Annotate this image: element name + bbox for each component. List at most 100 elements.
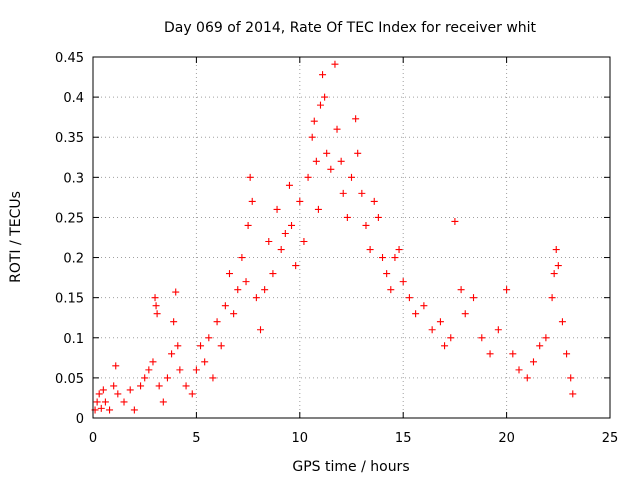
- data-point: [95, 390, 103, 398]
- data-point: [567, 374, 575, 382]
- data-point: [248, 197, 256, 205]
- data-point: [244, 221, 252, 229]
- y-tick-label: 0.35: [55, 131, 84, 146]
- data-point: [130, 406, 138, 414]
- data-point: [333, 125, 341, 133]
- plot-frame: [92, 56, 611, 419]
- data-point: [273, 205, 281, 213]
- y-tick-label: 0.3: [63, 171, 84, 186]
- data-point: [292, 262, 300, 270]
- data-point: [225, 270, 233, 278]
- data-point: [213, 318, 221, 326]
- data-point: [478, 334, 486, 342]
- data-point: [126, 386, 134, 394]
- data-point: [362, 221, 370, 229]
- data-point: [569, 390, 577, 398]
- data-point: [114, 390, 122, 398]
- data-point: [509, 350, 517, 358]
- data-point: [379, 254, 387, 262]
- data-point: [383, 270, 391, 278]
- y-tick-label: 0: [76, 412, 84, 427]
- data-point: [451, 217, 459, 225]
- data-point: [536, 342, 544, 350]
- data-point: [523, 374, 531, 382]
- data-point: [457, 286, 465, 294]
- data-point: [201, 358, 209, 366]
- data-point: [106, 406, 114, 414]
- data-point: [420, 302, 428, 310]
- data-point: [182, 382, 190, 390]
- data-point: [159, 398, 167, 406]
- data-point: [217, 342, 225, 350]
- data-point: [257, 326, 265, 334]
- ticks-layer: 0 0.05 0.1 0.15 0.2 0.25 0.3 0.35 0.4 0.45 0 5 10 15 2…: [55, 51, 618, 446]
- data-point: [304, 173, 312, 181]
- data-point: [238, 254, 246, 262]
- data-point: [99, 386, 107, 394]
- data-point: [155, 382, 163, 390]
- data-point: [412, 310, 420, 318]
- data-point: [352, 115, 360, 123]
- data-point: [149, 358, 157, 366]
- chart-title: Day 069 of 2014, Rate Of TEC Index for r…: [164, 20, 537, 36]
- data-point: [399, 278, 407, 286]
- data-point: [300, 238, 308, 246]
- data-point: [428, 326, 436, 334]
- data-point: [337, 157, 345, 165]
- y-axis-title: ROTI / TECUs: [8, 191, 24, 283]
- data-point: [110, 382, 118, 390]
- data-point: [261, 286, 269, 294]
- data-point: [550, 270, 558, 278]
- data-point: [374, 213, 382, 221]
- data-point: [137, 382, 145, 390]
- data-point: [558, 318, 566, 326]
- data-point: [242, 278, 250, 286]
- data-point: [447, 334, 455, 342]
- data-point: [174, 342, 182, 350]
- data-point: [93, 398, 101, 406]
- data-point: [503, 286, 511, 294]
- y-tick-label: 0.1: [63, 332, 84, 347]
- data-point: [563, 350, 571, 358]
- data-point: [515, 366, 523, 374]
- data-point: [112, 362, 120, 370]
- y-tick-label: 0.15: [55, 292, 84, 307]
- x-tick-label: 5: [192, 431, 200, 446]
- data-point: [246, 173, 254, 181]
- data-point: [358, 189, 366, 197]
- data-point: [197, 342, 205, 350]
- data-point: [285, 181, 293, 189]
- data-point: [470, 294, 478, 302]
- data-point: [192, 366, 200, 374]
- y-tick-label: 0.2: [63, 252, 84, 267]
- data-point: [176, 366, 184, 374]
- data-point: [548, 294, 556, 302]
- data-point: [314, 205, 322, 213]
- data-point: [281, 229, 289, 237]
- data-point: [348, 173, 355, 181]
- data-point: [461, 310, 469, 318]
- data-point: [312, 157, 320, 165]
- data-point: [97, 404, 105, 412]
- data-point: [230, 310, 238, 318]
- data-point: [327, 165, 335, 173]
- grid-layer: [93, 57, 610, 418]
- points-layer: [91, 60, 577, 414]
- data-point: [152, 302, 160, 310]
- x-tick-label: 20: [498, 431, 515, 446]
- data-point: [170, 318, 178, 326]
- data-point: [151, 294, 159, 302]
- data-point: [387, 286, 395, 294]
- data-point: [319, 71, 327, 79]
- data-point: [205, 334, 213, 342]
- data-point: [120, 398, 128, 406]
- data-point: [172, 288, 180, 296]
- data-point: [221, 302, 229, 310]
- data-point: [343, 213, 351, 221]
- data-point: [354, 149, 362, 157]
- data-point: [370, 197, 378, 205]
- data-point: [252, 294, 260, 302]
- data-point: [296, 197, 304, 205]
- data-point: [323, 149, 331, 157]
